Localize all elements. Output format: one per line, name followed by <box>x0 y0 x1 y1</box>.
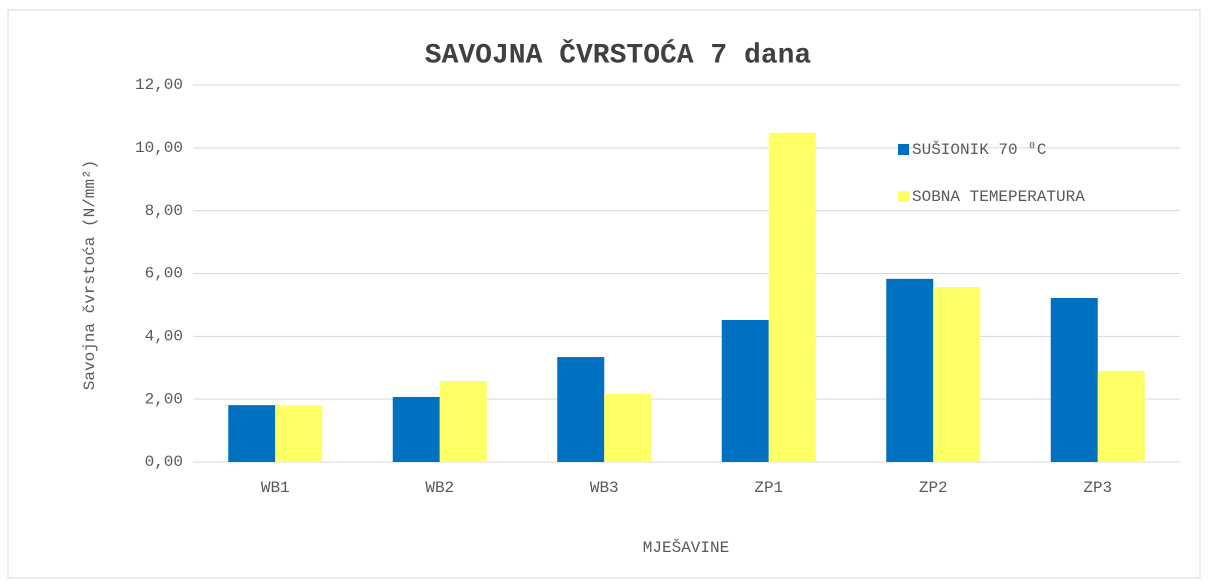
x-tick-label: WB1 <box>261 479 290 497</box>
bar <box>439 380 487 462</box>
y-axis-label: Savojna čvrstoća (N/mm²) <box>81 160 99 390</box>
y-tick-label: 10,00 <box>135 139 183 157</box>
y-tick-label: 8,00 <box>145 202 183 220</box>
legend-swatch <box>898 144 909 155</box>
y-tick-label: 6,00 <box>145 265 183 283</box>
bar <box>275 405 323 462</box>
x-axis-label: MJEŠAVINE <box>643 538 729 557</box>
chart-border <box>7 9 1201 579</box>
y-tick-label: 4,00 <box>145 328 183 346</box>
bar <box>1050 298 1098 462</box>
x-tick-label: ZP2 <box>919 479 948 497</box>
bar <box>228 405 276 462</box>
x-tick-label: WB3 <box>590 479 619 497</box>
chart-title: SAVOJNA ČVRSTOĆA 7 dana <box>425 38 812 71</box>
bar <box>392 396 440 462</box>
legend-label: SUŠIONIK 70 ⁰C <box>912 140 1046 159</box>
bar <box>886 278 934 462</box>
y-tick-label: 12,00 <box>135 76 183 94</box>
bar <box>721 319 769 462</box>
y-tick-label: 2,00 <box>145 390 183 408</box>
legend-label: SOBNA TEMEPERATURA <box>912 188 1085 206</box>
y-tick-label: 0,00 <box>145 453 183 471</box>
x-tick-label: ZP1 <box>754 479 783 497</box>
legend-swatch <box>898 191 909 202</box>
bar <box>1097 370 1145 462</box>
bar <box>604 393 652 462</box>
x-tick-label: WB2 <box>425 479 454 497</box>
bar <box>768 132 816 462</box>
x-tick-label: ZP3 <box>1083 479 1112 497</box>
bar <box>933 287 981 462</box>
bar <box>557 357 605 462</box>
